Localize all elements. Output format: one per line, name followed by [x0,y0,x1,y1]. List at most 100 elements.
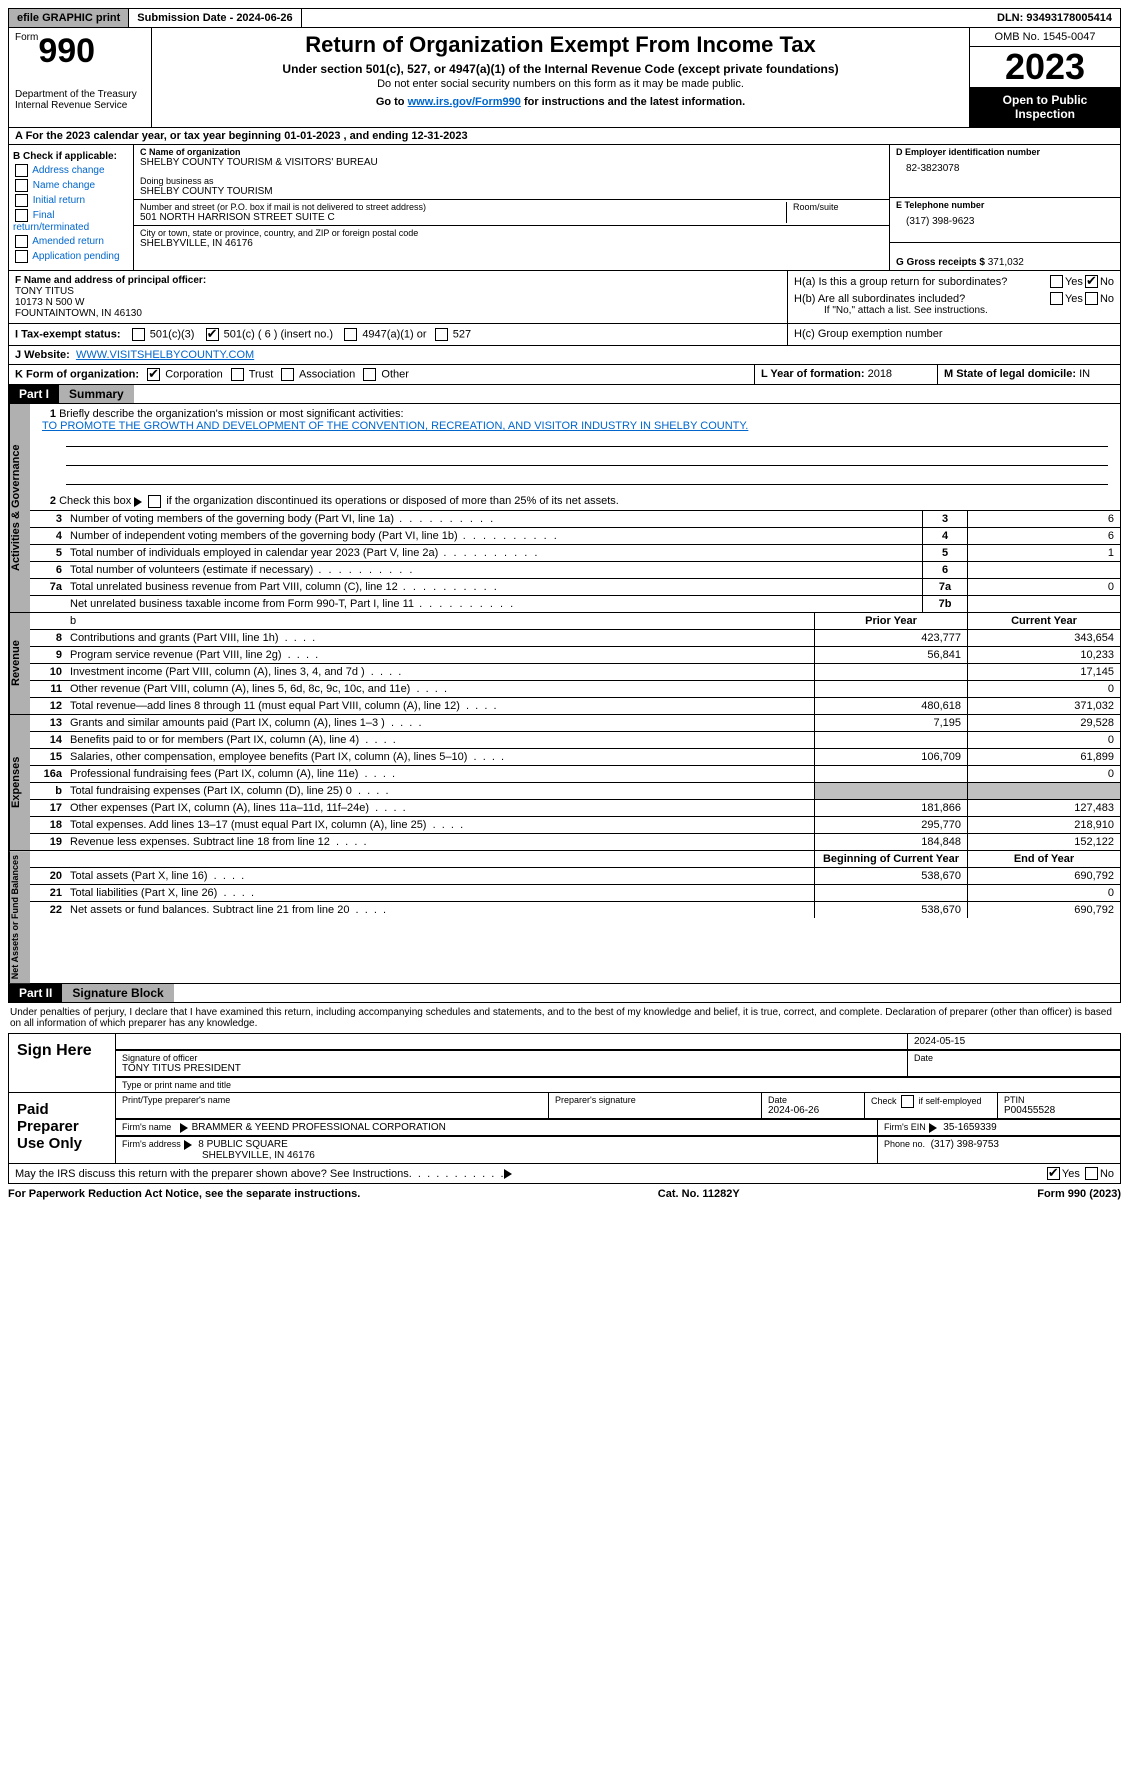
chk-trust[interactable] [231,368,244,381]
discuss-row: May the IRS discuss this return with the… [8,1164,1121,1184]
chk-amended-return[interactable]: Amended return [13,235,129,248]
line1-label: Briefly describe the organization's miss… [59,408,403,420]
ha-yes-checkbox[interactable] [1050,275,1063,288]
chk-initial-return[interactable]: Initial return [13,194,129,207]
hb-no-checkbox[interactable] [1085,292,1098,305]
paid-preparer-label: Paid Preparer Use Only [9,1093,116,1163]
line2-label: Check this box if the organization disco… [59,495,619,507]
line6-box: 6 [922,562,967,578]
firm-addr2: SHELBYVILLE, IN 46176 [122,1150,871,1161]
line11-current: 0 [967,681,1120,697]
line19-current: 152,122 [967,834,1120,850]
line7a-value: 0 [967,579,1120,595]
tel-label: E Telephone number [896,200,1114,210]
domicile-label: M State of legal domicile: [944,368,1076,380]
line14-desc: Benefits paid to or for members (Part IX… [66,732,814,748]
officer-name: TONY TITUS [15,286,781,297]
section-governance: Activities & Governance 1 Briefly descri… [8,404,1121,613]
line20-desc: Total assets (Part X, line 16) . . . . [66,868,814,884]
line15-desc: Salaries, other compensation, employee b… [66,749,814,765]
row-k-l-m: K Form of organization: Corporation Trus… [8,365,1121,385]
line16a-desc: Professional fundraising fees (Part IX, … [66,766,814,782]
line8-current: 343,654 [967,630,1120,646]
line10-current: 17,145 [967,664,1120,680]
chk-self-employed[interactable] [901,1095,914,1108]
subtitle-1: Under section 501(c), 527, or 4947(a)(1)… [158,62,963,76]
dept-treasury: Department of the Treasury Internal Reve… [15,89,145,111]
side-governance: Activities & Governance [9,404,30,612]
line5-box: 5 [922,545,967,561]
discuss-no-checkbox[interactable] [1085,1167,1098,1180]
dba-name: SHELBY COUNTY TOURISM [140,186,883,197]
line7b-desc: Net unrelated business taxable income fr… [66,596,922,612]
section-f-h: F Name and address of principal officer:… [8,271,1121,365]
chk-501c[interactable] [206,328,219,341]
form-title: Return of Organization Exempt From Incom… [158,32,963,58]
website-label: J Website: [15,349,70,361]
footer: For Paperwork Reduction Act Notice, see … [8,1184,1121,1200]
prep-sig-label: Preparer's signature [548,1093,761,1119]
line7b-box: 7b [922,596,967,612]
chk-association[interactable] [281,368,294,381]
line12-prior: 480,618 [814,698,967,714]
irs-link[interactable]: www.irs.gov/Form990 [408,96,521,108]
section-net-assets: Net Assets or Fund Balances Beginning of… [8,851,1121,984]
ha-no-checkbox[interactable] [1085,275,1098,288]
penalty-text: Under penalties of perjury, I declare th… [8,1003,1121,1034]
line3-desc: Number of voting members of the governin… [66,511,922,527]
lineb-desc: Total fundraising expenses (Part IX, col… [66,783,814,799]
section-expenses: Expenses 13 Grants and similar amounts p… [8,715,1121,851]
website-link[interactable]: WWW.VISITSHELBYCOUNTY.COM [76,349,254,361]
form-header: Form990 Department of the Treasury Inter… [8,28,1121,128]
prep-date: 2024-06-26 [768,1105,858,1116]
print-name-label: Print/Type preparer's name [116,1093,548,1119]
city-state-zip: SHELBYVILLE, IN 46176 [140,238,883,249]
sign-here-label: Sign Here [9,1034,116,1092]
part1-header: Part ISummary [8,385,1121,404]
line8-desc: Contributions and grants (Part VIII, lin… [66,630,814,646]
line15-prior: 106,709 [814,749,967,765]
tax-exempt-label: I Tax-exempt status: [15,328,121,340]
chk-final-return[interactable]: Final return/terminated [13,209,129,233]
firm-phone: (317) 398-9753 [931,1139,999,1150]
line14-current: 0 [967,732,1120,748]
part2-header: Part IISignature Block [8,984,1121,1003]
discuss-yes-checkbox[interactable] [1047,1167,1060,1180]
side-expenses: Expenses [9,715,30,850]
efile-print-button[interactable]: efile GRAPHIC print [9,9,129,27]
line3-value: 6 [967,511,1120,527]
footer-left: For Paperwork Reduction Act Notice, see … [8,1188,360,1200]
dba-label: Doing business as [140,176,883,186]
part1-title: Summary [59,385,134,403]
hb-yes-checkbox[interactable] [1050,292,1063,305]
col-b-checkboxes: B Check if applicable: Address change Na… [9,145,134,270]
chk-527[interactable] [435,328,448,341]
line18-prior: 295,770 [814,817,967,833]
line9-desc: Program service revenue (Part VIII, line… [66,647,814,663]
chk-address-change[interactable]: Address change [13,164,129,177]
line18-desc: Total expenses. Add lines 13–17 (must eq… [66,817,814,833]
room-label: Room/suite [793,202,883,212]
chk-501c3[interactable] [132,328,145,341]
line4-box: 4 [922,528,967,544]
chk-other[interactable] [363,368,376,381]
omb-number: OMB No. 1545-0047 [970,28,1120,47]
side-revenue: Revenue [9,613,30,714]
chk-4947[interactable] [344,328,357,341]
line21-prior [814,885,967,901]
line7a-box: 7a [922,579,967,595]
line20-current: 690,792 [967,868,1120,884]
ptin-value: P00455528 [1004,1105,1114,1116]
subtitle-3: Go to www.irs.gov/Form990 for instructio… [158,96,963,108]
hc-label: H(c) Group exemption number [788,324,1120,345]
chk-corporation[interactable] [147,368,160,381]
line21-current: 0 [967,885,1120,901]
self-employed-label: Check if self-employed [864,1093,997,1119]
chk-name-change[interactable]: Name change [13,179,129,192]
chk-discontinued[interactable] [148,495,161,508]
addr-label: Number and street (or P.O. box if mail i… [140,202,786,212]
signature-block: Sign Here 2024-05-15 Signature of office… [8,1034,1121,1164]
side-net-assets: Net Assets or Fund Balances [9,851,30,983]
line16a-current: 0 [967,766,1120,782]
chk-application-pending[interactable]: Application pending [13,250,129,263]
